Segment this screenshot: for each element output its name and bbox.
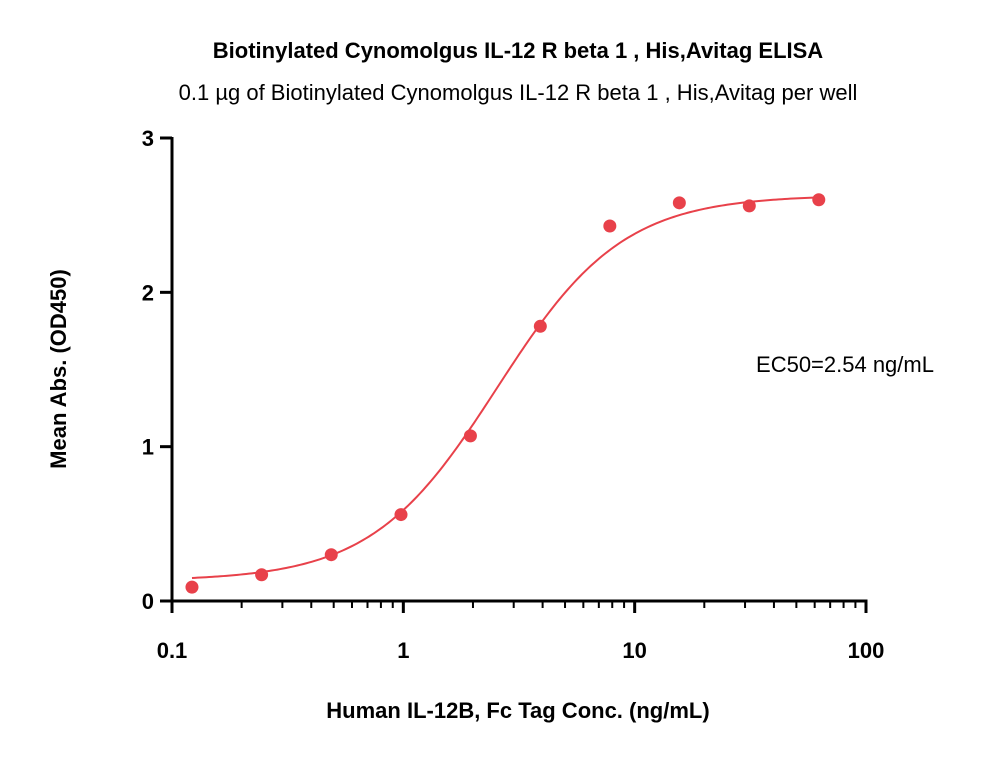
y-axis-label: Mean Abs. (OD450) xyxy=(46,269,71,469)
fit-curve xyxy=(191,196,819,579)
x-tick-label: 0.1 xyxy=(157,638,188,663)
chart-subtitle: 0.1 µg of Biotinylated Cynomolgus IL-12 … xyxy=(179,80,858,105)
plot-area xyxy=(185,193,826,594)
x-axis-label: Human IL-12B, Fc Tag Conc. (ng/mL) xyxy=(326,698,709,723)
x-tick-label: 10 xyxy=(622,638,646,663)
x-tick-label: 1 xyxy=(397,638,409,663)
data-point xyxy=(742,199,756,213)
data-point xyxy=(185,580,199,594)
y-tick-label: 0 xyxy=(142,589,154,614)
data-point xyxy=(324,548,338,562)
x-tick-label: 100 xyxy=(848,638,885,663)
y-tick-label: 3 xyxy=(142,126,154,151)
data-point xyxy=(255,568,269,582)
data-point xyxy=(603,219,617,233)
data-point xyxy=(533,319,547,333)
axes: 0 1 2 3 0.1 1 10 100 xyxy=(142,126,885,663)
y-tick-label: 2 xyxy=(142,280,154,305)
chart-title: Biotinylated Cynomolgus IL-12 R beta 1 ,… xyxy=(213,38,824,63)
y-tick-label: 1 xyxy=(142,435,154,460)
ec50-annotation: EC50=2.54 ng/mL xyxy=(756,352,934,377)
data-point xyxy=(394,508,408,522)
data-point xyxy=(672,196,686,210)
data-point xyxy=(812,193,826,207)
data-point xyxy=(463,429,477,443)
